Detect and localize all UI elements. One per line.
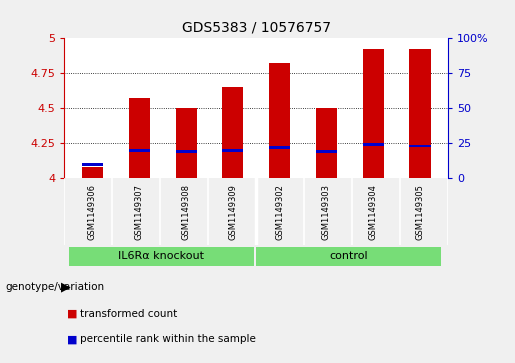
Text: GSM1149304: GSM1149304 <box>369 184 377 240</box>
Text: GSM1149308: GSM1149308 <box>181 184 191 240</box>
Text: GSM1149305: GSM1149305 <box>416 184 424 240</box>
Text: GSM1149307: GSM1149307 <box>135 184 144 240</box>
Text: GSM1149306: GSM1149306 <box>88 184 97 240</box>
Bar <box>129 98 150 178</box>
Bar <box>269 146 290 149</box>
Text: ▶: ▶ <box>61 280 71 293</box>
Text: IL6Rα knockout: IL6Rα knockout <box>118 251 204 261</box>
FancyBboxPatch shape <box>256 246 441 266</box>
Text: GSM1149302: GSM1149302 <box>275 184 284 240</box>
Text: genotype/variation: genotype/variation <box>5 282 104 292</box>
Text: ■: ■ <box>67 334 77 344</box>
Text: GSM1149303: GSM1149303 <box>322 184 331 240</box>
Text: control: control <box>329 251 368 261</box>
Bar <box>222 149 244 151</box>
Bar <box>316 150 337 153</box>
Text: GSM1149309: GSM1149309 <box>228 184 237 240</box>
Text: percentile rank within the sample: percentile rank within the sample <box>80 334 256 344</box>
Title: GDS5383 / 10576757: GDS5383 / 10576757 <box>182 20 331 34</box>
Bar <box>176 150 197 153</box>
Bar <box>363 143 384 146</box>
Bar <box>82 167 103 178</box>
Bar <box>316 108 337 178</box>
FancyBboxPatch shape <box>69 246 254 266</box>
Bar <box>409 49 431 178</box>
Bar <box>176 108 197 178</box>
Bar <box>269 64 290 178</box>
Bar <box>82 163 103 166</box>
Bar <box>409 145 431 147</box>
Bar <box>222 87 244 178</box>
Bar <box>363 49 384 178</box>
Text: ■: ■ <box>67 309 77 319</box>
Text: transformed count: transformed count <box>80 309 177 319</box>
Bar <box>129 149 150 151</box>
